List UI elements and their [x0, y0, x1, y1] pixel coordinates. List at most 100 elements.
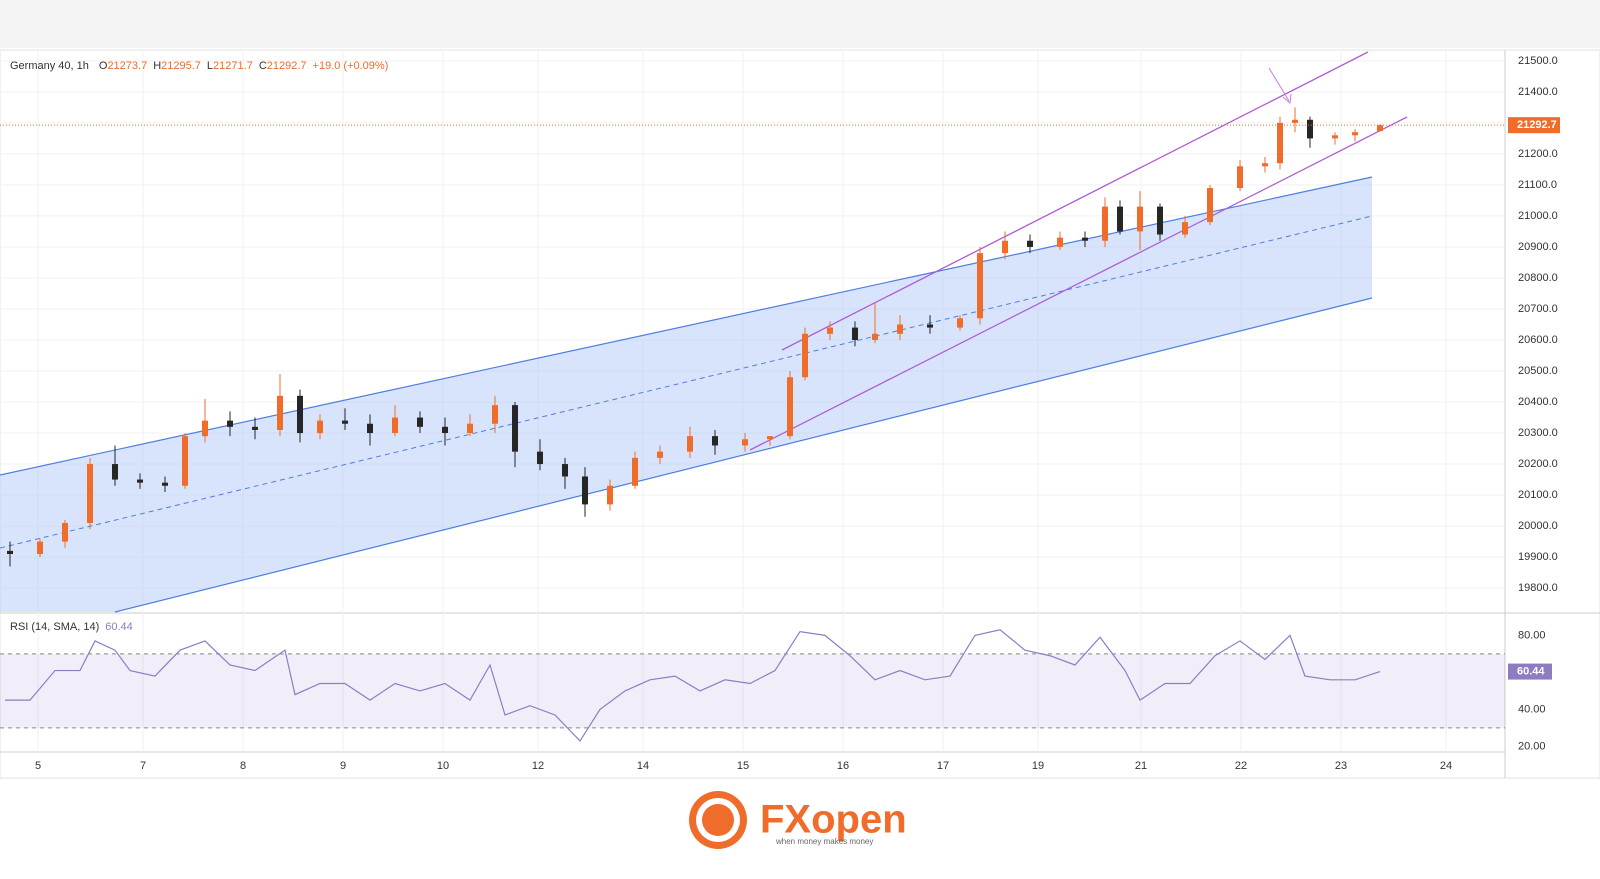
candle-body: [137, 479, 143, 483]
candle-body: [62, 522, 68, 542]
change: +19.0 (+0.09%): [313, 60, 389, 72]
candle-body: [1182, 222, 1188, 235]
candle-body: [1102, 206, 1108, 241]
ohlc-value: 21273.7: [107, 60, 147, 72]
channel-lower: [114, 297, 1373, 613]
rsi-tick-label: 80.00: [1518, 629, 1546, 641]
x-tick-label: 7: [140, 760, 146, 772]
x-tick-label: 12: [532, 760, 544, 772]
y-tick-label: 20900.0: [1518, 241, 1558, 253]
candle-body: [712, 436, 718, 446]
ohlc-key: C: [259, 60, 267, 72]
rsi-tick-label: 20.00: [1518, 740, 1546, 752]
y-tick-label: 21500.0: [1518, 55, 1558, 67]
plot: [0, 107, 1505, 742]
rsi-value-tag: [1508, 663, 1552, 680]
candle-body: [1332, 135, 1338, 139]
candle-body: [657, 451, 663, 458]
legend-header: Germany 40, 1h O21273.7 H21295.7 L21271.7 C2…: [10, 60, 388, 72]
x-tick-label: 9: [340, 760, 346, 772]
brand-name: FXopen: [760, 798, 907, 842]
rsi-name: RSI (14, SMA, 14): [10, 621, 99, 633]
candle-body: [1207, 188, 1213, 223]
ohlc-key: H: [153, 60, 161, 72]
candle-body: [252, 426, 258, 430]
y-tick-label: 20800.0: [1518, 272, 1558, 284]
trend-lower: [749, 116, 1408, 451]
candle-body: [957, 318, 963, 328]
channel-fill: [0, 177, 1372, 612]
candle-body: [872, 333, 878, 340]
brand-logo: FXopen when money makes money: [689, 791, 907, 849]
x-tick-label: 10: [437, 760, 449, 772]
candle-body: [1027, 240, 1033, 247]
candle-body: [1137, 206, 1143, 232]
x-tick-label: 5: [35, 760, 41, 772]
candle-body: [277, 395, 283, 430]
candle-body: [317, 420, 323, 434]
candle-body: [632, 457, 638, 486]
candle-body: [787, 377, 793, 437]
arrow-head: [1282, 93, 1292, 104]
y-tick-label: 21000.0: [1518, 210, 1558, 222]
trend-upper: [781, 51, 1369, 351]
candle-body: [87, 464, 93, 523]
trend-lines: [749, 51, 1408, 451]
y-tick-label: 20500.0: [1518, 365, 1558, 377]
y-tick-label: 20400.0: [1518, 396, 1558, 408]
candle-body: [537, 451, 543, 465]
x-tick-label: 19: [1032, 760, 1044, 772]
candle-body: [927, 324, 933, 328]
y-tick-label: 21100.0: [1518, 179, 1557, 191]
candle-body: [607, 485, 613, 505]
candle-body: [162, 482, 168, 486]
candle-body: [297, 395, 303, 434]
candle-body: [182, 436, 188, 486]
candle-body: [562, 464, 568, 477]
logo-bull: [702, 804, 734, 836]
rsi-header: RSI (14, SMA, 14) 60.44: [10, 621, 133, 633]
rsi-value: 60.44: [105, 621, 133, 633]
ohlc-key: L: [207, 60, 213, 72]
candle-body: [742, 439, 748, 446]
candle-body: [512, 405, 518, 452]
x-tick-label: 23: [1335, 760, 1347, 772]
candle-body: [202, 420, 208, 437]
ohlc-value: 21292.7: [267, 60, 307, 72]
candle-body: [852, 327, 858, 340]
candle-body: [442, 426, 448, 434]
last-price-label: 21292.7: [1517, 119, 1557, 131]
candle-body: [582, 476, 588, 505]
candle-body: [1117, 206, 1123, 232]
candle-body: [1352, 132, 1358, 136]
candle-body: [1377, 125, 1383, 132]
candle-body: [367, 423, 373, 434]
rsi-line: [5, 629, 1381, 742]
y-tick-label: 20300.0: [1518, 427, 1558, 439]
candle-body: [417, 417, 423, 427]
brand-tagline: when money makes money: [775, 837, 873, 846]
y-tick-label: 20200.0: [1518, 458, 1558, 470]
rsi-band: [0, 653, 1505, 728]
candle-body: [392, 417, 398, 434]
channel-mid: [0, 215, 1373, 549]
x-tick-label: 8: [240, 760, 246, 772]
candle-body: [977, 253, 983, 319]
candle-body: [1057, 237, 1063, 247]
rsi-tick-label: 40.00: [1518, 703, 1546, 715]
candle-body: [1307, 119, 1313, 139]
x-tick-label: 22: [1235, 760, 1247, 772]
candle-body: [767, 436, 773, 440]
y-tick-label: 20600.0: [1518, 334, 1558, 346]
candle-body: [342, 420, 348, 424]
candle-body: [802, 333, 808, 378]
candle-body: [687, 436, 693, 452]
candle-body: [492, 405, 498, 424]
top-bar: [0, 0, 1600, 48]
candle-body: [1237, 166, 1243, 189]
candle-body: [1157, 206, 1163, 235]
y-tick-label: 20000.0: [1518, 520, 1558, 532]
rsi-value-label: 60.44: [1517, 665, 1545, 677]
x-tick-label: 16: [837, 760, 849, 772]
